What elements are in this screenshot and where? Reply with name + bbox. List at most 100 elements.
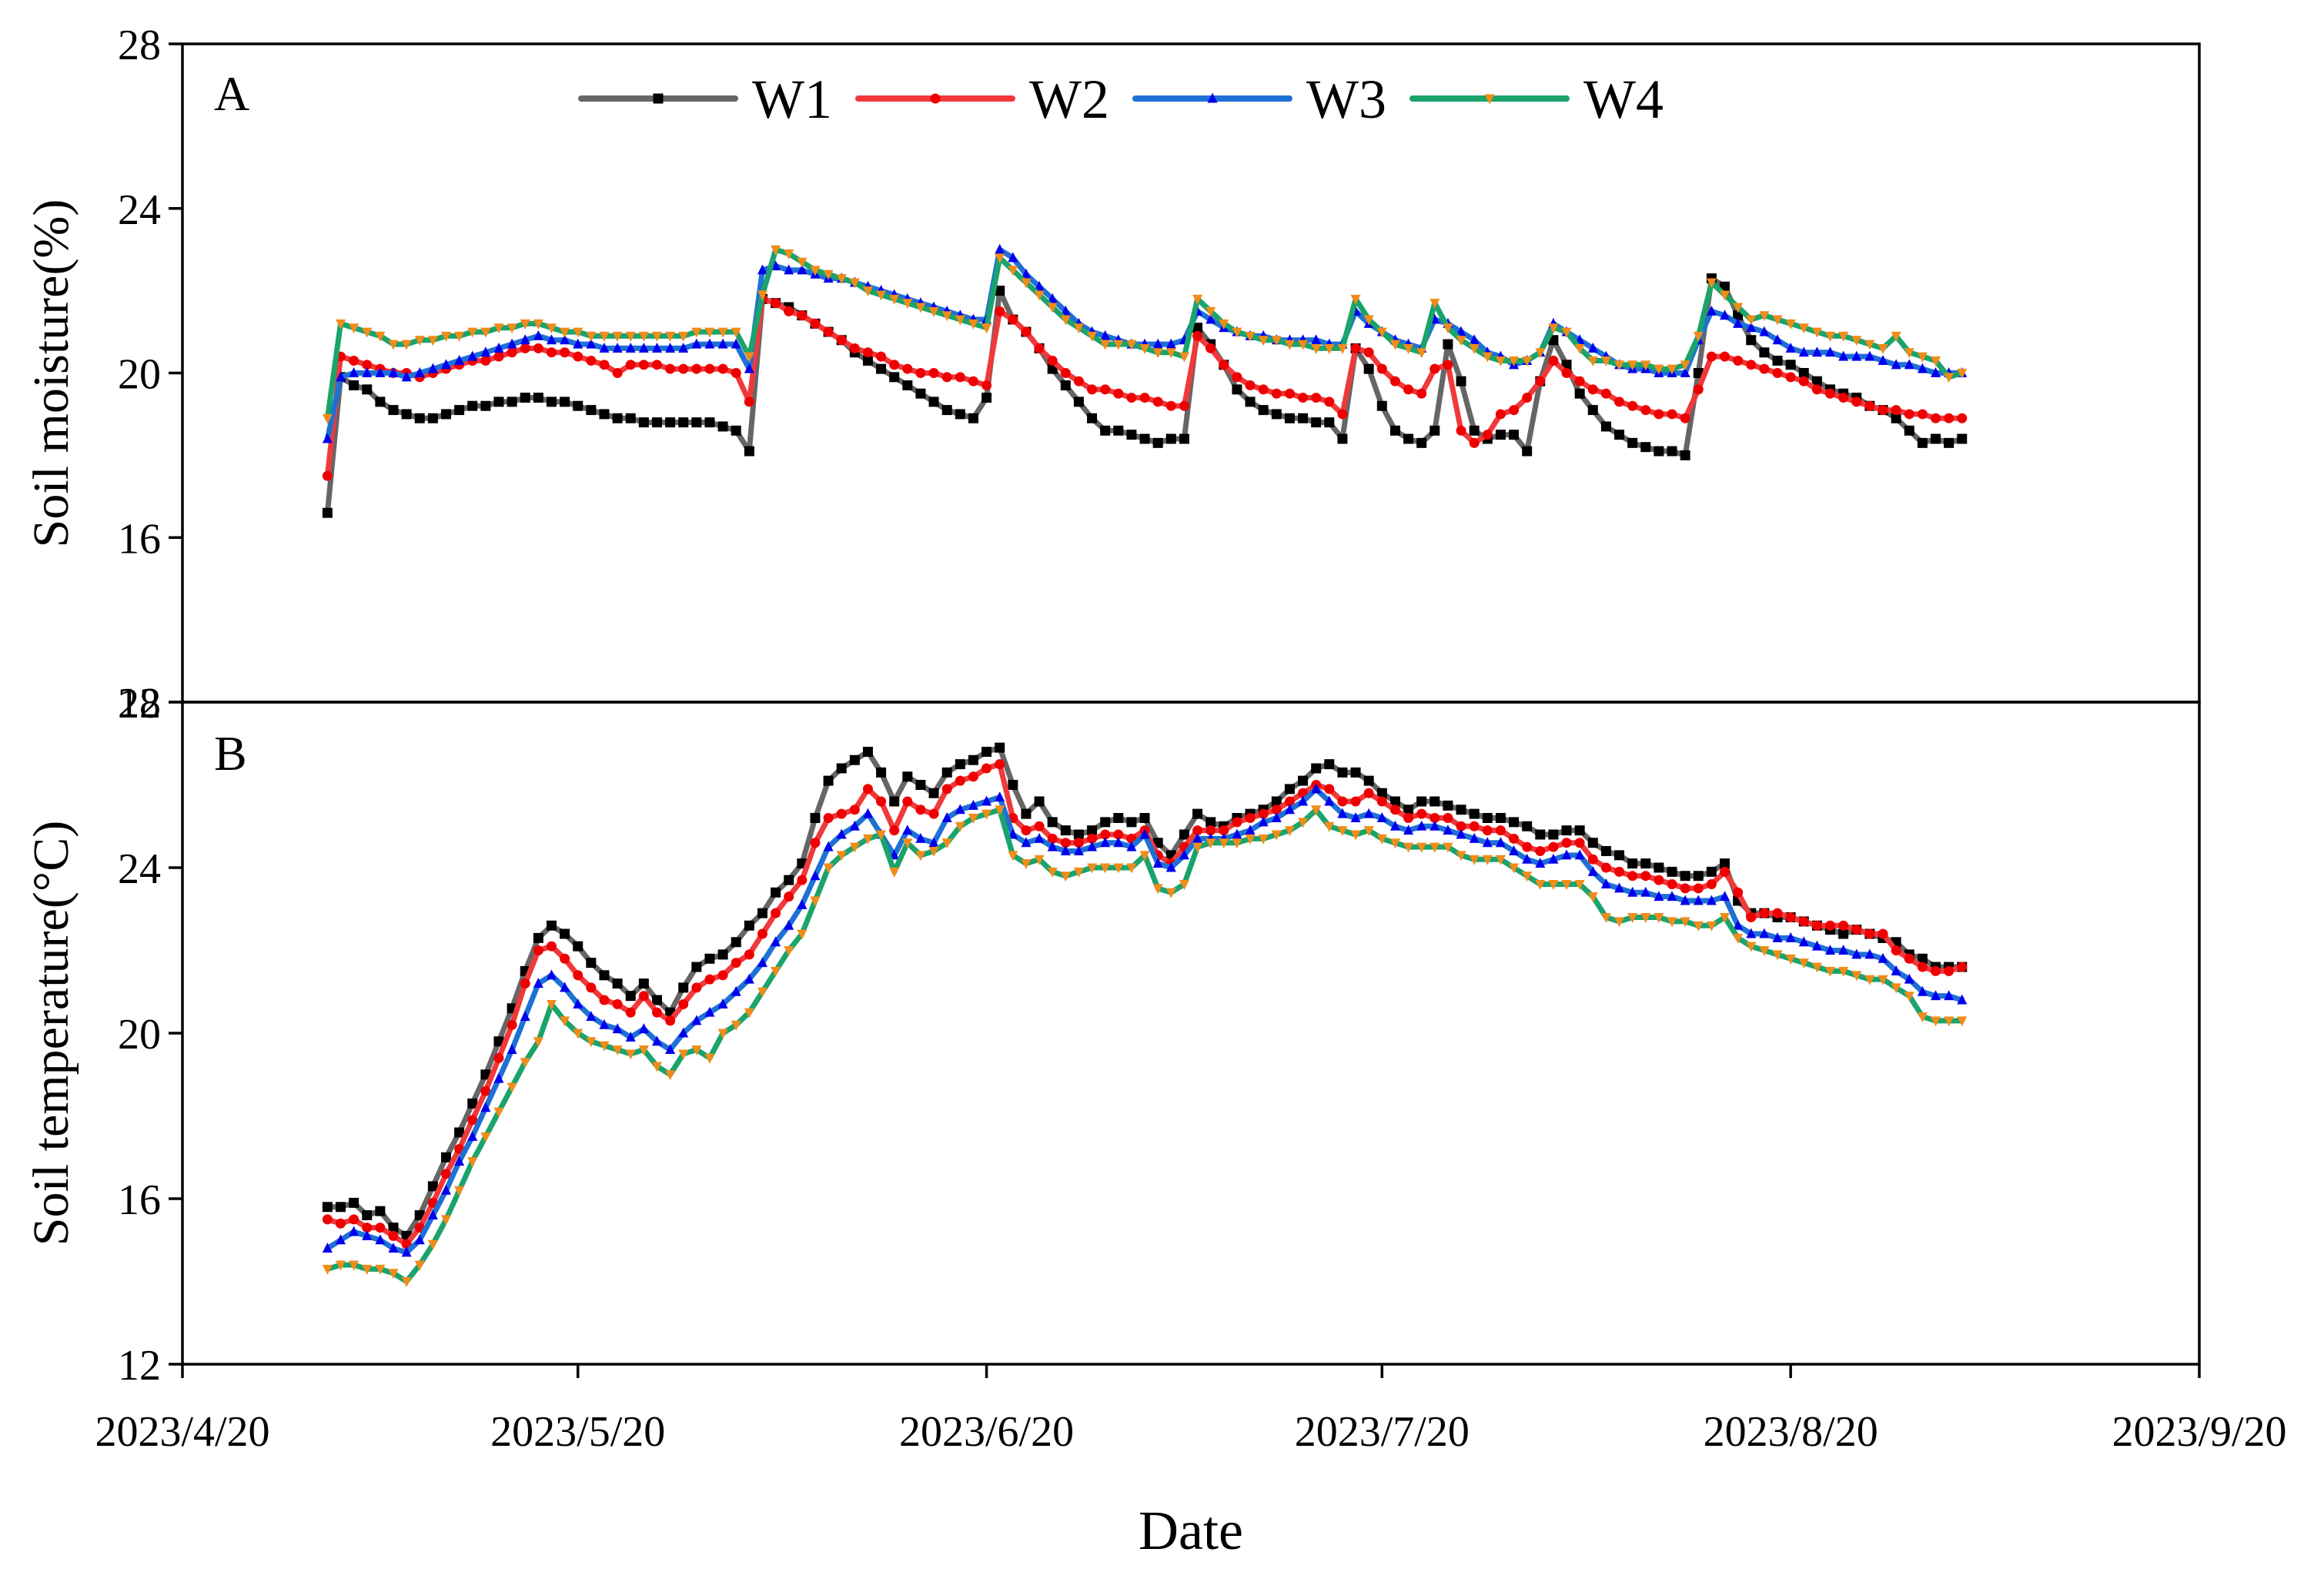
panel-a-point-w4 [651,331,662,342]
panel-b-point-w2 [349,1214,359,1225]
panel-a-point-w2 [1733,355,1744,366]
panel-a-point-w2 [1179,400,1189,411]
panel-b-point-w4 [1720,913,1730,923]
panel-a-point-w1 [1165,433,1176,444]
panel-b-point-w1 [1654,862,1664,873]
panel-b-point-w3 [1904,973,1914,984]
panel-a-point-w2 [586,355,597,366]
panel-b-point-w1 [849,754,860,765]
panel-a-point-w1 [520,393,530,403]
panel-b-point-w2 [665,1015,676,1026]
panel-b-point-w3 [1548,853,1559,864]
panel-b-point-w4 [928,847,939,857]
panel-a-point-w1 [1522,446,1533,457]
panel-a-point-w3 [1008,252,1018,263]
panel-b-point-w4 [849,842,860,853]
panel-b-point-w3 [1957,994,1968,1005]
panel-b-point-w4 [1904,992,1914,1002]
panel-b-point-w2 [1363,788,1374,798]
panel-b-point-w3 [1192,832,1203,843]
panel-b-point-w3 [1838,945,1849,955]
panel-a-point-w1 [546,396,557,407]
panel-b-point-w3 [771,936,781,947]
panel-a-point-w4 [533,319,543,330]
panel-a-point-w4 [349,323,359,334]
panel-b-point-w4 [335,1260,346,1271]
panel-b-point-w2 [335,1218,346,1229]
panel-b-point-w3 [467,1130,478,1141]
panel-a-point-w3 [349,367,359,377]
panel-b-point-w2 [876,796,887,807]
panel-a-point-w2 [1126,393,1137,403]
panel-b-point-w3 [414,1234,425,1245]
panel-a-point-w4 [1587,356,1598,366]
panel-b-point-w2 [507,1019,517,1030]
panel-b-point-w1 [1324,759,1335,770]
panel-a-point-w3 [1311,334,1322,345]
panel-b-point-w2 [981,763,992,774]
panel-b-point-w4 [1640,913,1651,923]
panel-a-point-w1 [1232,384,1242,395]
panel-b-point-w4 [1152,884,1163,895]
panel-b-point-w2 [1917,962,1928,972]
panel-a-point-w3 [797,264,808,275]
panel-a-point-w2 [1376,363,1387,374]
panel-b-point-w3 [1034,832,1045,843]
panel-a-point-w4 [1047,303,1058,313]
panel-b-point-w2 [322,1214,333,1225]
panel-a-point-w2 [1600,388,1611,399]
panel-b-point-w2 [1904,953,1914,964]
panel-b-point-w2 [1548,841,1559,852]
panel-b-point-w3 [955,804,965,815]
panel-a-point-w4 [1548,323,1559,334]
panel-b-point-w3 [638,1023,649,1034]
panel-b-point-w2 [1851,925,1862,935]
panel-a-point-w2 [546,347,557,358]
panel-b-point-w4 [599,1041,610,1052]
panel-b-point-w1 [493,1036,504,1047]
panel-a-point-w1 [1693,368,1704,378]
panel-b-point-w4 [586,1037,597,1048]
panel-b-point-w4 [1456,851,1466,861]
panel-b-point-w2 [546,941,557,952]
panel-a-point-w2 [1008,314,1018,325]
panel-b-point-w3 [1284,804,1295,815]
panel-b-point-w1 [915,780,926,790]
panel-b-point-w3 [362,1229,373,1240]
panel-b-point-w3 [1587,865,1598,876]
panel-b-point-w2 [836,808,847,819]
panel-b-point-w1 [1060,825,1071,836]
panel-b-point-w4 [955,821,965,832]
panel-a-point-w2 [1667,409,1677,420]
panel-a-point-w4 [1456,336,1466,346]
panel-a-point-w2 [651,360,662,370]
panel-b-point-w4 [1733,933,1744,944]
panel-b-point-w2 [849,805,860,815]
panel-a-point-w4 [1904,348,1914,359]
panel-a-point-w4 [546,323,557,334]
panel-a-point-w4 [1389,340,1400,350]
panel-a-point-w4 [731,327,741,338]
panel-b-point-w2 [1219,825,1229,836]
panel-a-point-w4 [1825,331,1836,342]
panel-a-point-w4 [1087,331,1098,342]
panel-b-point-w4 [1482,855,1493,865]
panel-a-point-w4 [1232,327,1242,338]
panel-a-point-w3 [1759,326,1770,336]
panel-a-point-w4 [928,306,939,317]
panel-b-point-w3 [797,898,808,909]
panel-b-point-w4 [836,851,847,861]
panel-b-point-w3 [1798,936,1809,947]
panel-b-point-w2 [1403,813,1414,823]
panel-b-point-w1 [1021,808,1032,819]
panel-b-point-w4 [757,987,767,998]
panel-a-point-w1 [1179,433,1189,444]
panel-b-point-w3 [1311,783,1322,794]
panel-a-point-w4 [1600,356,1611,366]
panel-a-point-w4 [1957,369,1968,379]
panel-b-point-w1 [1271,796,1282,807]
panel-a-point-w3 [401,371,412,382]
panel-a-point-w3 [1152,338,1163,349]
panel-b-point-w1 [678,982,689,993]
panel-a-point-w3 [1100,330,1111,340]
